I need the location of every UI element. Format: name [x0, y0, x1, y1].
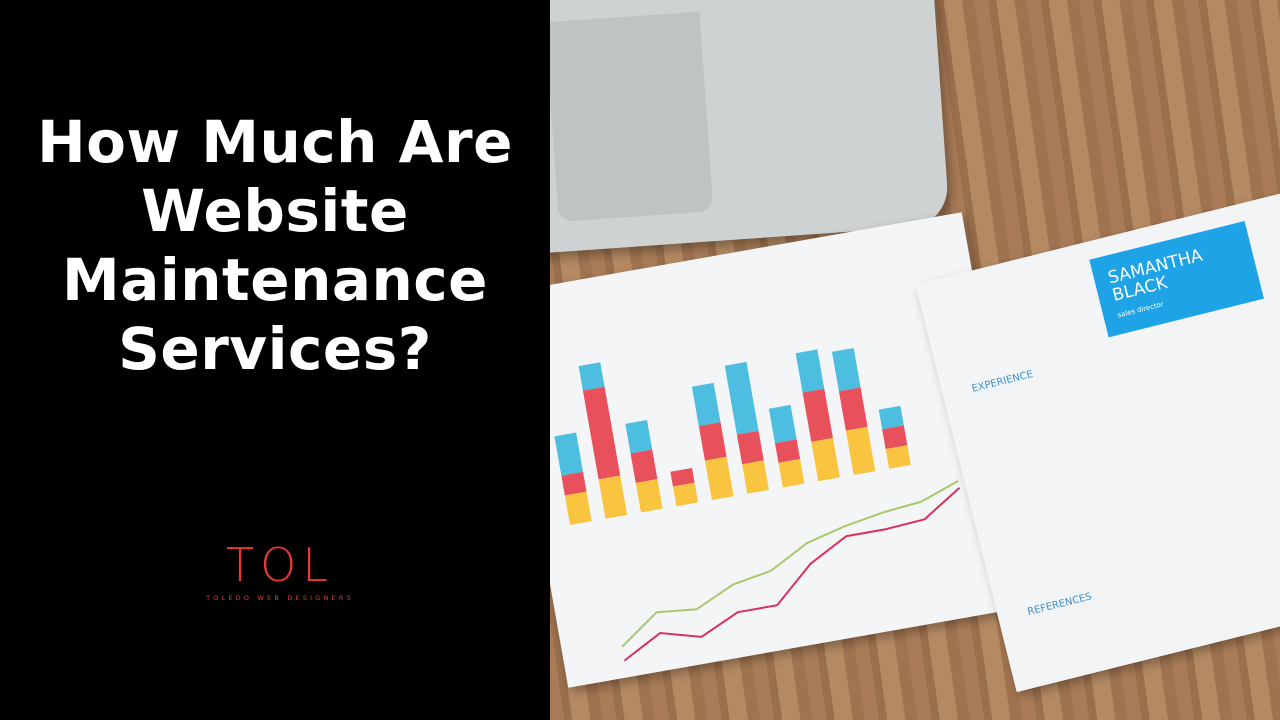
resume-experience: EXPERIENCE	[970, 368, 1035, 395]
print-bar	[768, 404, 805, 488]
chart-printout	[550, 212, 1032, 688]
print-bar	[670, 467, 699, 507]
print-bar	[795, 349, 840, 482]
resume-header: SAMANTHA BLACK sales director	[1089, 221, 1264, 338]
print-bar	[878, 405, 911, 469]
logo-mark: TOL	[226, 538, 334, 592]
line-orders	[621, 480, 959, 648]
page-title: How Much Are Website Maintenance Service…	[37, 108, 513, 383]
logo-tagline: TOLEDO WEB DESIGNERS	[206, 594, 354, 602]
logo: TOL TOLEDO WEB DESIGNERS	[195, 540, 365, 606]
print-bar	[625, 420, 663, 513]
title-panel: How Much Are Website Maintenance Service…	[0, 0, 550, 720]
laptop	[550, 0, 950, 255]
print-bar	[724, 361, 769, 494]
trackpad	[550, 11, 714, 222]
hero-photo: SAMANTHA BLACK sales director EXPERIENCE…	[550, 0, 1280, 720]
resume-references: REFERENCES	[1026, 591, 1093, 618]
print-bar	[831, 348, 876, 475]
print-bar	[691, 382, 734, 500]
print-bar	[554, 432, 592, 525]
line-chart-print	[621, 480, 961, 662]
line-sales	[623, 487, 961, 662]
